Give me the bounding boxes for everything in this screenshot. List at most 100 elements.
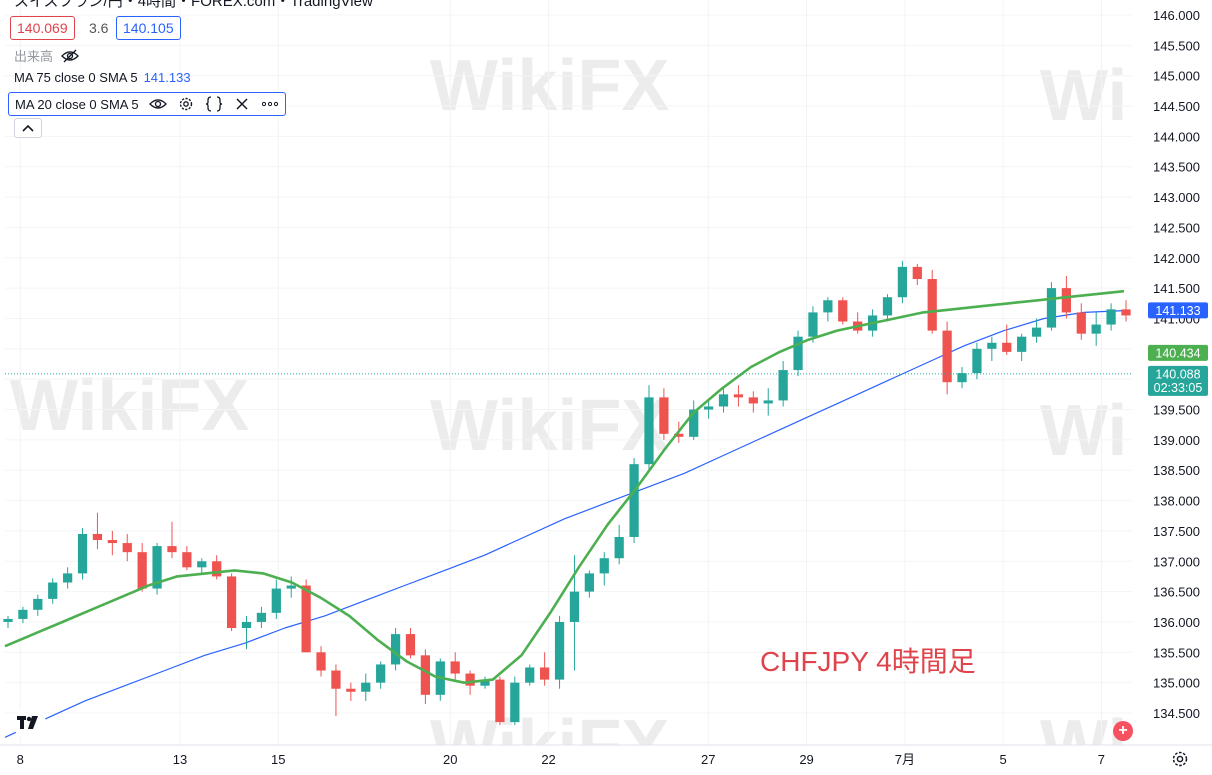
price-tick-label: 146.000: [1153, 8, 1200, 23]
candle-body: [48, 582, 58, 599]
candles-layer: [3, 260, 1131, 726]
price-tick-label: 137.000: [1153, 554, 1200, 569]
candle-body: [241, 621, 252, 629]
candle-body: [226, 576, 237, 629]
candle-body: [420, 655, 431, 695]
price-tick-label: 145.500: [1153, 38, 1200, 53]
price-tick-label: 135.000: [1153, 676, 1200, 691]
price-tick-label: 142.500: [1153, 220, 1200, 235]
eye-off-icon[interactable]: [61, 47, 79, 65]
price-tick-label: 142.000: [1153, 251, 1200, 266]
gear-icon[interactable]: [177, 95, 195, 113]
candle-body: [1106, 309, 1116, 325]
price-tick-label: 135.500: [1153, 645, 1200, 660]
candle-body: [197, 561, 207, 568]
last-price-tag-bg: [1148, 365, 1208, 396]
time-tick-label: 8: [17, 752, 24, 767]
watermark-text: WikiFX: [430, 46, 669, 126]
collapse-legend-button[interactable]: [14, 118, 42, 138]
price-tick-label: 137.500: [1153, 524, 1200, 539]
tradingview-logo-icon[interactable]: [12, 708, 46, 738]
candle-body: [763, 400, 773, 404]
candle-body: [718, 394, 729, 407]
time-tick-label: 5: [1000, 752, 1007, 767]
ma20-legend[interactable]: MA 20 close 0 SMA 5: [8, 92, 286, 116]
candle-body: [599, 558, 609, 574]
candle-body: [912, 266, 922, 280]
candle-body: [390, 634, 401, 665]
ma20-path: [4, 289, 1125, 684]
candle-body: [882, 297, 893, 316]
time-tick-label: 27: [701, 752, 715, 767]
ma75-value: 141.133: [143, 70, 191, 85]
candle-body: [63, 573, 73, 583]
candle-body: [733, 394, 744, 398]
time-tick-label: 15: [271, 752, 285, 767]
countdown-label: 02:33:05: [1154, 381, 1203, 395]
candle-body: [629, 464, 639, 537]
more-icon[interactable]: [261, 95, 279, 113]
price-tick-label: 144.500: [1153, 99, 1200, 114]
braces-icon[interactable]: [205, 95, 223, 113]
candle-body: [271, 588, 281, 613]
candle-body: [1046, 288, 1057, 328]
time-axis-bg: [0, 745, 1132, 775]
candle-body: [823, 300, 833, 313]
chart-annotation: CHFJPY 4時間足: [760, 646, 976, 677]
candle-body: [927, 279, 937, 331]
candle-body: [361, 682, 371, 692]
candle-body: [748, 397, 758, 404]
candle-body: [495, 679, 505, 723]
candle-body: [92, 533, 103, 541]
candle-body: [405, 634, 416, 656]
candle-body: [838, 300, 848, 322]
candle-body: [18, 609, 28, 619]
candle-body: [450, 661, 460, 674]
candle-body: [480, 679, 490, 686]
candle-body: [182, 552, 192, 568]
candle-body: [808, 312, 818, 337]
ma75-path: [4, 310, 1125, 738]
candle-body: [107, 540, 117, 544]
watermark-text: WikiFX: [10, 366, 249, 446]
time-axis[interactable]: 8 13 15 20 22 27 29 7月 5 7: [0, 744, 1212, 775]
watermark-text: WikiFX: [430, 386, 669, 466]
watermark-layer: WikiFXWikiFXWikiFXWikiFXWikiFXWikiFXWiki…: [10, 46, 1212, 775]
candle-body: [1076, 312, 1086, 334]
last-price-tag-label: 140.088: [1155, 367, 1200, 381]
price-tick-label: 136.000: [1153, 615, 1200, 630]
eye-icon[interactable]: [148, 95, 167, 113]
settings-gear-icon[interactable]: [1170, 749, 1190, 769]
plus-icon[interactable]: +: [1113, 721, 1133, 741]
bid-price-button[interactable]: 140.069: [10, 16, 75, 40]
price-tick-label: 141.500: [1153, 281, 1200, 296]
time-tick-label: 20: [443, 752, 457, 767]
close-icon[interactable]: [233, 95, 251, 113]
candle-body: [212, 561, 222, 577]
candle-body: [778, 370, 788, 401]
candle-body: [659, 397, 669, 434]
candle-body: [1061, 288, 1071, 313]
candle-body: [1017, 336, 1027, 352]
time-tick-label: 22: [541, 752, 555, 767]
price-tick-label: 139.000: [1153, 433, 1200, 448]
candle-body: [167, 546, 177, 553]
price-tick-label: 144.000: [1153, 129, 1200, 144]
candle-body: [33, 598, 43, 610]
candle-body: [942, 330, 952, 383]
volume-label: 出来高: [14, 49, 54, 64]
candle-body: [897, 266, 908, 298]
candle-body: [1031, 327, 1042, 337]
candle-body: [1121, 309, 1131, 316]
chevron-up-icon: [22, 124, 34, 132]
ma20-tag-label: 140.434: [1155, 346, 1200, 360]
ma75-legend[interactable]: MA 75 close 0 SMA 5 141.133: [14, 70, 191, 85]
price-tick-label: 143.500: [1153, 160, 1200, 175]
ma20-tag-bg: [1148, 344, 1208, 361]
candle-body: [703, 406, 714, 410]
candle-body: [122, 543, 132, 553]
ask-price-button[interactable]: 140.105: [116, 16, 181, 40]
chart-title: スイスフラン/円・4時間・FOREX.com・TradingView: [14, 0, 373, 10]
